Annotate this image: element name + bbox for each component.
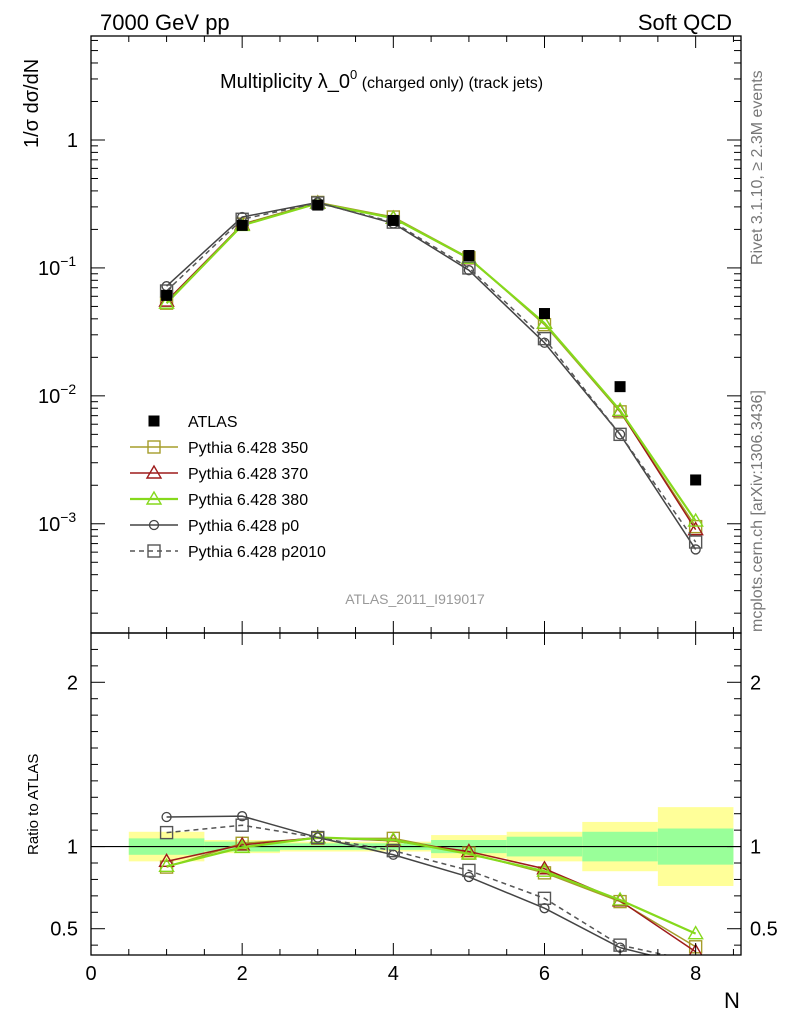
ratio-line-2 bbox=[166, 836, 697, 935]
ratio-y-tick-label-left: 0.5 bbox=[50, 919, 78, 941]
series-3-point bbox=[690, 544, 701, 555]
ratio-2-point bbox=[460, 845, 478, 860]
x-tick-label: 4 bbox=[388, 963, 399, 985]
ratio-line-4 bbox=[166, 824, 669, 955]
ratio-4-point bbox=[386, 843, 401, 858]
atlas-data-point bbox=[161, 289, 173, 301]
series-line-4 bbox=[166, 202, 697, 543]
mcplots-label: mcplots.cern.ch [arXiv:1306.3436] bbox=[749, 390, 766, 632]
ratio-y-tick-label-right: 0.5 bbox=[750, 919, 778, 941]
main-y-tick-label: 1 bbox=[67, 130, 78, 152]
ratio-ylabel: Ratio to ATLAS bbox=[25, 754, 42, 855]
series-4-point bbox=[613, 427, 627, 442]
ratio-1-point bbox=[158, 852, 175, 868]
series-3-point bbox=[614, 429, 626, 440]
series-4-point bbox=[537, 331, 552, 346]
series-1-point bbox=[687, 521, 704, 536]
ratio-4-point bbox=[235, 818, 249, 832]
series-2-point bbox=[536, 314, 553, 329]
title-sup: 0 bbox=[350, 67, 357, 82]
legend-atlas-marker bbox=[148, 415, 160, 427]
atlas-data-point bbox=[387, 214, 399, 226]
ratio-2-point bbox=[233, 839, 251, 854]
ratio-4-point bbox=[537, 891, 552, 906]
ratio-y-tick-label-left: 1 bbox=[67, 837, 78, 859]
ratio-y-tick-label-right: 2 bbox=[750, 672, 761, 694]
atlas-data-point bbox=[312, 199, 324, 211]
legend-marker-2 bbox=[145, 490, 163, 505]
ratio-1-point bbox=[460, 843, 478, 858]
legend-marker-0 bbox=[147, 440, 161, 454]
legend-label-4: Pythia 6.428 p2010 bbox=[188, 544, 326, 561]
plot-title: Multiplicity λ_00 (charged only) (track … bbox=[220, 67, 543, 93]
legend: ATLAS Pythia 6.428 350 Pythia 6.428 370 Pyt… bbox=[130, 414, 326, 561]
x-tick-label: 2 bbox=[237, 963, 248, 985]
title-main: Multiplicity λ_0 bbox=[220, 71, 350, 93]
ratio-4-point bbox=[462, 863, 476, 878]
legend-label-0: Pythia 6.428 350 bbox=[188, 440, 308, 457]
ratio-panel-content bbox=[158, 811, 704, 955]
atlas-data-point bbox=[690, 474, 702, 486]
ratio-frame bbox=[90, 632, 742, 956]
ratio-3-point bbox=[237, 811, 248, 822]
rivet-label: Rivet 3.1.10, ≥ 2.3M events bbox=[749, 70, 766, 265]
ratio-1-point bbox=[536, 860, 553, 875]
series-3-point bbox=[463, 265, 475, 276]
legend-label-3: Pythia 6.428 p0 bbox=[188, 518, 299, 535]
series-line-2 bbox=[165, 202, 697, 522]
main-y-tick-label: 10−2 bbox=[38, 381, 76, 408]
atlas-data-point bbox=[538, 308, 550, 320]
axes: 0 2 4 6 8 1 10−1 10−2 10−3 0.5 0.5 1 1 2 2 bbox=[38, 35, 778, 985]
legend-atlas-label: ATLAS bbox=[188, 414, 238, 431]
ratio-1-point bbox=[688, 943, 703, 955]
ratio-xlabel: N bbox=[724, 988, 740, 1013]
legend-label-2: Pythia 6.428 380 bbox=[188, 492, 308, 509]
legend-marker-1 bbox=[145, 464, 163, 479]
analysis-id: ATLAS_2011_I919017 bbox=[345, 591, 485, 607]
main-y-tick-label: 10−3 bbox=[38, 509, 76, 536]
ratio-bands bbox=[91, 807, 741, 886]
x-tick-label: 6 bbox=[539, 963, 550, 985]
legend-marker-4 bbox=[147, 544, 161, 558]
ratio-4-point bbox=[311, 830, 325, 845]
series-2-point bbox=[611, 401, 629, 417]
legend-marker-3 bbox=[148, 519, 160, 531]
ratio-3-point bbox=[161, 811, 172, 823]
main-series bbox=[158, 194, 704, 555]
series-4-point bbox=[462, 261, 476, 275]
ratio-1-point bbox=[233, 836, 251, 851]
ratio-y-tick-label-right: 1 bbox=[750, 837, 761, 859]
ratio-2-point bbox=[687, 925, 704, 940]
atlas-data-point bbox=[614, 381, 626, 393]
series-2-point bbox=[158, 294, 175, 309]
title-sub: (charged only) (track jets) bbox=[357, 75, 543, 92]
ratio-line-3 bbox=[166, 815, 653, 955]
main-y-tick-label: 10−1 bbox=[38, 253, 76, 280]
x-tick-label: 0 bbox=[85, 963, 96, 985]
ratio-4-point bbox=[159, 825, 174, 840]
header-left: 7000 GeV pp bbox=[100, 10, 230, 35]
series-4-point bbox=[688, 535, 703, 549]
series-2-point bbox=[687, 512, 704, 527]
x-tick-label: 8 bbox=[690, 963, 701, 985]
series-0-point bbox=[613, 405, 627, 419]
main-ylabel: 1/σ dσ/dN bbox=[21, 59, 43, 148]
atlas-data-point bbox=[463, 250, 475, 262]
legend-label-1: Pythia 6.428 370 bbox=[188, 466, 308, 483]
header-right: Soft QCD bbox=[638, 10, 732, 35]
ratio-2-point bbox=[611, 891, 629, 906]
atlas-data-point bbox=[236, 219, 248, 231]
ratio-2-point bbox=[158, 857, 175, 872]
ratio-2-point bbox=[536, 862, 553, 877]
ratio-y-tick-label-left: 2 bbox=[67, 672, 78, 694]
